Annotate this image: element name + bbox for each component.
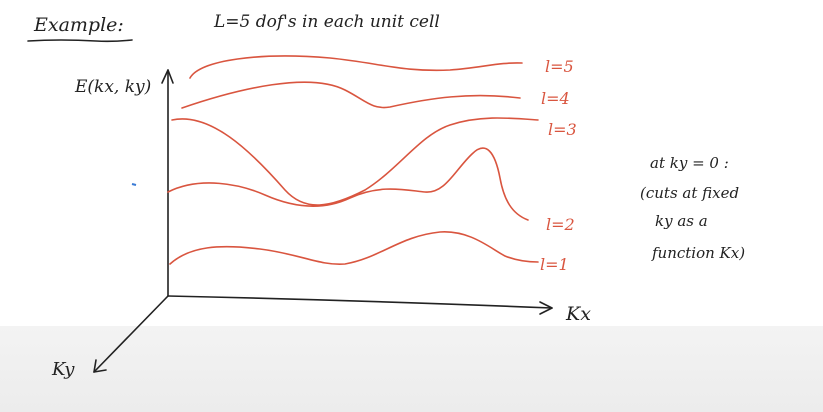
kx-axis-arrowhead xyxy=(539,301,553,315)
note-line-1: at ky = 0 : xyxy=(650,154,729,172)
setup-text: L=5 dof's in each unit cell xyxy=(213,12,440,32)
band-label-3: l=3 xyxy=(548,120,577,139)
bottom-shadow-band xyxy=(0,326,823,412)
band-label-5: l=5 xyxy=(545,57,574,76)
note-line-4: function Kx) xyxy=(651,244,745,262)
band-curve-1 xyxy=(169,231,539,266)
stray-pen-mark xyxy=(131,183,137,186)
example-label: Example: xyxy=(33,14,124,36)
ky-axis xyxy=(93,295,169,373)
band-label-2: l=2 xyxy=(546,215,575,234)
kx-axis xyxy=(167,295,553,309)
ky-axis-label: Ky xyxy=(51,359,75,380)
note-line-2: (cuts at fixed xyxy=(640,184,739,202)
band-curve-5 xyxy=(189,55,523,79)
energy-axis-arrowhead xyxy=(161,69,174,84)
band-curve-3 xyxy=(171,117,539,206)
energy-axis-label: E(kx, ky) xyxy=(74,77,151,97)
band-curve-4 xyxy=(181,81,521,109)
band-curve-2 xyxy=(167,147,529,221)
kx-axis-label: Kx xyxy=(565,303,591,325)
ky-axis-arrowhead xyxy=(93,359,107,373)
band-label-1: l=1 xyxy=(540,255,569,274)
band-label-4: l=4 xyxy=(541,89,570,108)
example-underline xyxy=(27,39,133,43)
note-line-3: ky as a xyxy=(655,212,708,230)
